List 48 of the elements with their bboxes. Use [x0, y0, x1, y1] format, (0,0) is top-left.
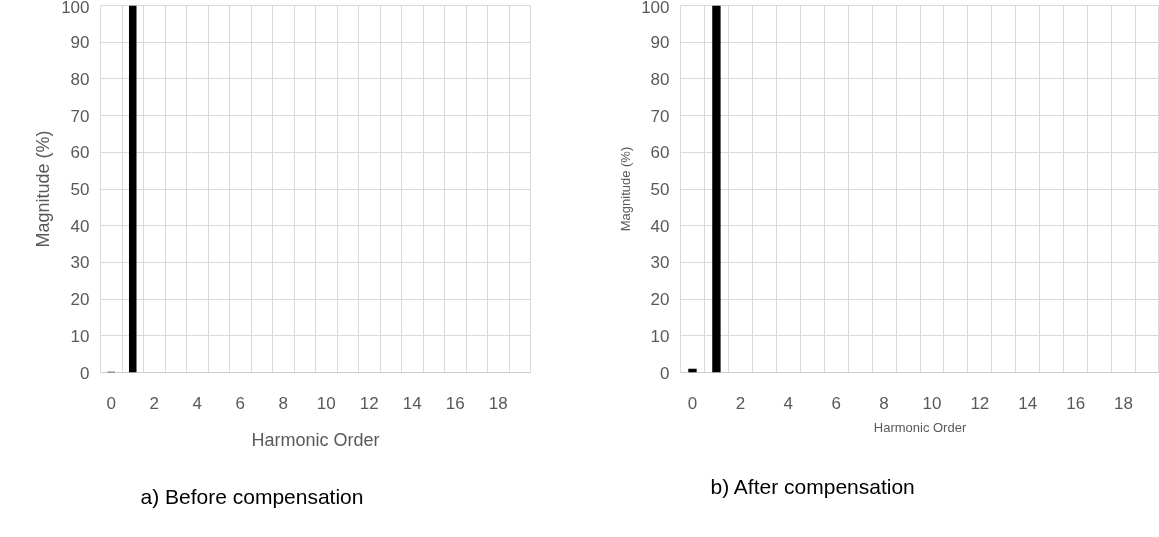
y-axis-title: Magnitude (%): [33, 130, 54, 248]
x-tick-label: 0: [106, 393, 116, 413]
x-tick-label: 12: [359, 393, 379, 413]
y-tick-label: 90: [650, 33, 670, 53]
y-tick-label: 50: [650, 180, 670, 199]
x-tick-label: 16: [445, 393, 465, 413]
y-tick-label: 40: [70, 216, 90, 236]
x-axis-title: Harmonic Order: [251, 429, 380, 450]
y-tick-label: 100: [61, 0, 90, 17]
y-tick-label: 90: [70, 33, 90, 53]
y-tick-label: 50: [70, 180, 90, 199]
x-tick-label: 18: [1114, 393, 1134, 413]
x-tick-label: 4: [783, 393, 794, 413]
x-tick-label: 2: [149, 393, 159, 413]
x-tick-label: 10: [316, 393, 336, 413]
y-tick-label: 60: [70, 143, 90, 163]
y-tick-label: 20: [70, 290, 90, 310]
y-tick-label: 0: [660, 363, 670, 383]
text: b) After compensation: [710, 474, 915, 498]
y-tick-label: 10: [70, 326, 90, 346]
x-tick-label: 2: [735, 393, 746, 413]
y-axis-title: Magnitude (%): [618, 146, 634, 232]
y-tick-label: 30: [650, 253, 670, 273]
y-tick-label: 80: [650, 69, 670, 89]
x-tick-label: 8: [879, 393, 889, 413]
y-tick-label: 70: [650, 106, 670, 126]
x-tick-label: 10: [922, 393, 942, 413]
y-tick-label: 0: [80, 363, 90, 383]
y-tick-label: 20: [650, 290, 670, 310]
x-tick-label: 0: [687, 393, 698, 413]
y-tick-label: 80: [70, 69, 90, 89]
x-tick-label: 6: [831, 393, 841, 413]
x-tick-label: 4: [192, 393, 202, 413]
x-tick-label: 18: [488, 393, 508, 413]
x-tick-label: 16: [1066, 393, 1086, 413]
text: a) Before compensation: [140, 484, 364, 508]
y-tick-label: 70: [70, 106, 90, 126]
x-axis-title: Harmonic Order: [873, 419, 967, 435]
x-tick-label: 6: [235, 393, 245, 413]
x-tick-label: 14: [402, 393, 422, 413]
y-tick-label: 10: [650, 326, 670, 346]
x-tick-label: 8: [278, 393, 288, 413]
x-tick-label: 14: [1018, 393, 1038, 413]
y-tick-label: 40: [650, 216, 670, 236]
y-tick-label: 100: [641, 0, 670, 17]
y-tick-label: 60: [650, 143, 670, 163]
y-tick-label: 30: [70, 253, 90, 273]
x-tick-label: 12: [970, 393, 990, 413]
